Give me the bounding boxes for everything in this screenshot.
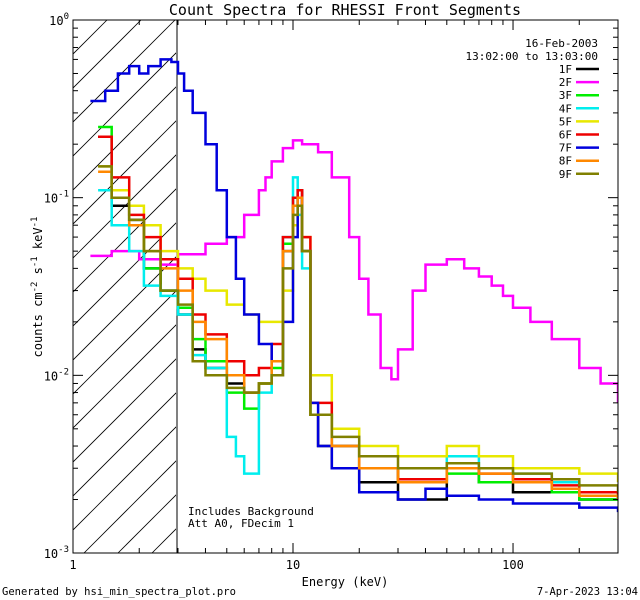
plot-frame: [72, 19, 619, 554]
series-line-5f: [98, 165, 618, 483]
legend-label-5f: 5F: [559, 115, 572, 128]
hatch-line: [73, 426, 176, 531]
x-axis-label: Energy (keV): [302, 575, 389, 589]
x-tick-label: 1: [69, 558, 76, 572]
hatch-line: [73, 20, 142, 89]
annotation-attenuator: Att A0, FDecim 1: [188, 517, 294, 530]
y-tick-label: 10-1: [44, 190, 69, 206]
x-tick-label: 10: [286, 558, 300, 572]
legend-label-2f: 2F: [559, 76, 572, 89]
hatch-line: [83, 460, 176, 553]
legend-label-4f: 4F: [559, 102, 572, 115]
time-range-label: 13:02:00 to 13:03:00: [466, 50, 598, 63]
spectra-series: [90, 58, 618, 513]
legend-label-8f: 8F: [559, 155, 572, 168]
series-line-2f: [90, 139, 618, 403]
hatch-line: [73, 290, 176, 395]
annotation-background: Includes Background: [188, 505, 314, 518]
x-tick-label: 100: [502, 558, 524, 572]
legend-label-1f: 1F: [559, 63, 572, 76]
legend-label-3f: 3F: [559, 89, 572, 102]
y-tick-label: 100: [49, 12, 69, 28]
y-tick-label: 10-2: [44, 367, 69, 383]
hatch-line: [73, 120, 176, 225]
series-line-9f: [98, 165, 618, 493]
hatch-line: [73, 392, 176, 497]
hatch-line: [73, 86, 176, 191]
timestamp-label: 7-Apr-2023 13:04: [537, 586, 638, 598]
generated-by-label: Generated by hsi_min_spectra_plot.pro: [2, 586, 236, 598]
date-label: 16-Feb-2003: [525, 37, 598, 50]
legend-label-9f: 9F: [559, 168, 572, 181]
y-tick-label: 10-3: [44, 545, 69, 561]
series-line-7f: [90, 58, 618, 513]
legend-label-6f: 6F: [559, 129, 572, 142]
hatch-line: [73, 20, 176, 123]
hatch-line: [73, 188, 176, 293]
y-axis-label: counts cm-2 s-1 keV-1: [30, 217, 45, 358]
legend-label-7f: 7F: [559, 142, 572, 155]
chart-title: Count Spectra for RHESSI Front Segments: [169, 1, 521, 19]
hatch-line: [73, 324, 176, 429]
axes: 1 10 100 100 10-1 10-2 10-3: [44, 12, 618, 572]
hatch-line: [73, 222, 176, 327]
hatch-line: [73, 52, 176, 157]
